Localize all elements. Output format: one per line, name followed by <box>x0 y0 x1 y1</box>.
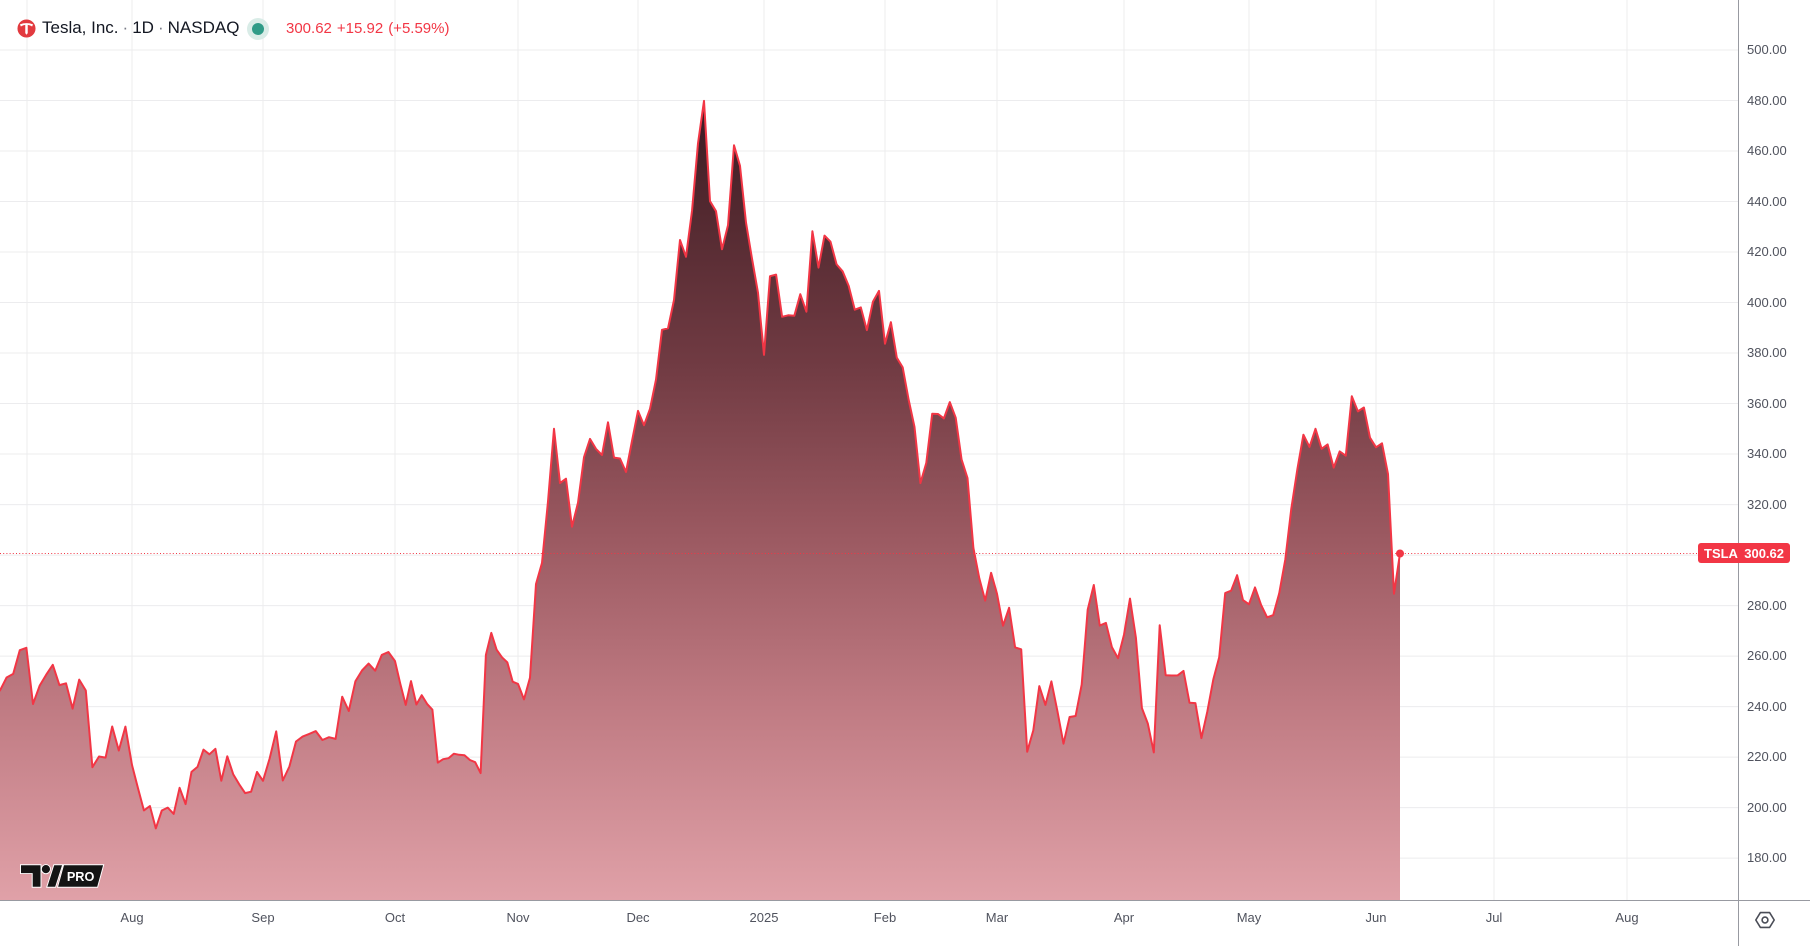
time-axis-label: Aug <box>1615 910 1639 925</box>
price-axis-border <box>1738 0 1739 946</box>
price-axis-label: 400.00 <box>1747 294 1787 310</box>
time-axis-label: 2025 <box>749 910 779 925</box>
time-axis-label: Apr <box>1113 910 1135 925</box>
price-axis-label: 320.00 <box>1747 496 1787 512</box>
exchange-label: NASDAQ <box>167 18 240 37</box>
time-axis[interactable]: Aug Sep Oct Nov Dec 2025 Feb Mar Apr May Jun Jul Aug <box>0 901 1810 946</box>
last-price-value: 300.62 <box>286 20 332 37</box>
tesla-logo-icon <box>17 19 36 43</box>
price-axis-label: 340.00 <box>1747 446 1787 462</box>
price-axis-label: 420.00 <box>1747 244 1787 260</box>
time-axis-border <box>0 900 1810 901</box>
interval-label: 1D <box>132 18 154 37</box>
time-axis-label: Jun <box>1365 910 1387 925</box>
price-axis-label: 260.00 <box>1747 648 1787 664</box>
time-axis-label: Sep <box>251 910 275 925</box>
time-axis-label: Mar <box>985 910 1009 925</box>
time-axis-label: Aug <box>120 910 144 925</box>
price-axis-label: 240.00 <box>1747 698 1787 714</box>
price-line <box>0 99 1401 830</box>
current-price-label: TSLA 300.62 <box>1698 543 1790 564</box>
symbol-button[interactable] <box>17 19 36 43</box>
price-axis-label: 200.00 <box>1747 799 1787 815</box>
time-axis-label: Feb <box>873 910 897 925</box>
price-readout: 300.62 +15.92 (+5.59%) <box>286 20 454 37</box>
symbol-description[interactable]: Tesla, Inc. · 1D · NASDAQ <box>42 18 239 38</box>
price-axis[interactable]: 500.00 480.00 460.00 440.00 420.00 400.00 380.… <box>1739 0 1810 900</box>
tradingview-logo-icon: PRO <box>20 864 105 888</box>
pro-badge-label: PRO <box>67 870 95 884</box>
time-axis-label: Oct <box>384 910 406 925</box>
price-axis-label: 360.00 <box>1747 395 1787 411</box>
price-change-percent: (+5.59%) <box>388 20 450 37</box>
price-change-value: +15.92 <box>336 20 384 37</box>
time-axis-label: Jul <box>1485 910 1503 925</box>
price-area-fill <box>0 100 1400 900</box>
price-axis-label: 460.00 <box>1747 143 1787 158</box>
separator-dot: · <box>122 18 129 37</box>
price-label-symbol: TSLA <box>1704 545 1738 561</box>
price-axis-label: 180.00 <box>1747 850 1787 866</box>
time-axis-label: May <box>1236 910 1262 925</box>
tradingview-logo-link[interactable]: PRO <box>20 864 106 893</box>
price-axis-label: 480.00 <box>1747 92 1787 108</box>
time-axis-label: Dec <box>626 910 650 925</box>
chart-settings-button[interactable] <box>1752 907 1778 933</box>
price-axis-label: 280.00 <box>1747 597 1787 613</box>
price-label-value: 300.62 <box>1744 545 1784 561</box>
price-axis-label: 440.00 <box>1747 193 1787 209</box>
price-axis-label: 500.00 <box>1747 42 1787 57</box>
time-axis-label: Nov <box>506 910 530 925</box>
gear-settings-icon <box>1754 911 1776 929</box>
symbol-name: Tesla, Inc. <box>42 18 119 37</box>
separator-dot: · <box>157 18 164 37</box>
last-price-dot <box>1396 549 1404 558</box>
price-axis-label: 380.00 <box>1747 345 1787 361</box>
price-axis-label: 220.00 <box>1747 749 1787 765</box>
market-status-green-dot-icon <box>252 23 264 35</box>
